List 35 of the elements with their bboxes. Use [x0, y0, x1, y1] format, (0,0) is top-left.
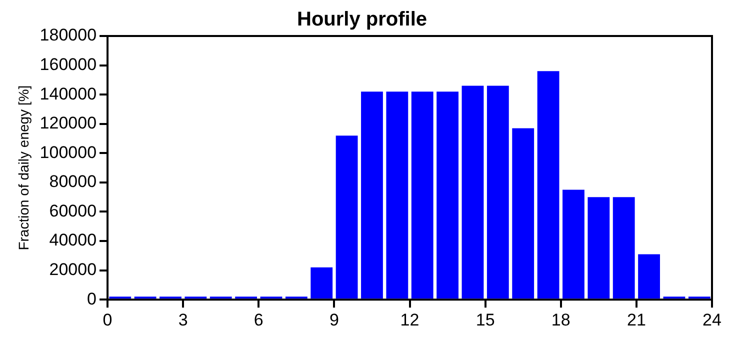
bar — [537, 71, 560, 299]
bar — [588, 197, 610, 299]
x-tick-label: 9 — [329, 310, 339, 330]
y-tick-label: 40000 — [49, 230, 97, 250]
x-tick-label: 18 — [551, 310, 570, 330]
x-tick-label: 3 — [178, 310, 188, 330]
y-axis-title: Fraction of daily enegy [%] — [15, 85, 32, 250]
x-tick-label: 6 — [254, 310, 264, 330]
bar — [486, 86, 509, 299]
bar — [436, 92, 458, 299]
x-tick-label: 21 — [626, 310, 646, 330]
y-tick-label: 20000 — [49, 260, 97, 279]
x-tick-label: 12 — [400, 310, 420, 330]
bar — [361, 92, 383, 299]
y-tick-label: 100000 — [40, 142, 97, 162]
bar — [612, 197, 635, 299]
y-tick-label: 0 — [87, 289, 97, 308]
x-tick-label: 0 — [102, 310, 112, 330]
x-tick-label: 15 — [476, 310, 495, 330]
y-tick-label: 120000 — [40, 114, 97, 133]
bar — [638, 254, 660, 299]
bar — [310, 267, 333, 299]
bar — [336, 136, 358, 299]
y-tick-label: 80000 — [49, 172, 97, 192]
bar — [386, 92, 408, 299]
x-tick-label: 24 — [702, 310, 722, 330]
y-tick-label: 160000 — [40, 54, 97, 74]
y-tick-label: 140000 — [40, 84, 97, 104]
chart-title: Hourly profile — [296, 8, 428, 31]
bar — [512, 128, 534, 299]
bar — [411, 92, 434, 299]
bar — [562, 190, 584, 299]
bar — [462, 86, 484, 299]
y-tick-label: 60000 — [49, 201, 97, 220]
y-tick-label: 180000 — [40, 26, 97, 45]
